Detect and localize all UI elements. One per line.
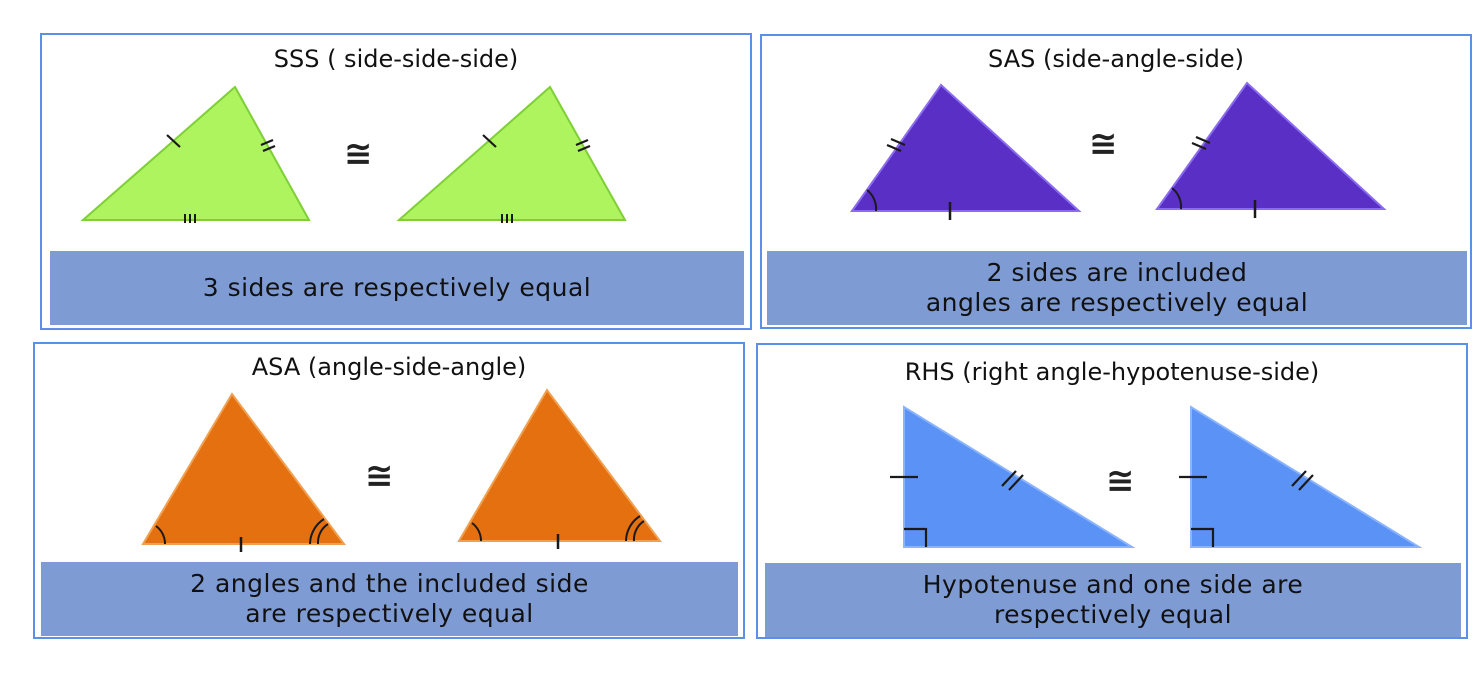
right-angle-mark — [904, 527, 928, 547]
sss-triangle-left — [80, 85, 311, 223]
congruent-symbol-sss: ≅ — [344, 134, 373, 174]
angle-arc — [316, 523, 329, 545]
tick-mark — [1008, 474, 1024, 491]
sas-triangle-right-shape — [1155, 81, 1387, 210]
tick-mark — [1191, 141, 1207, 151]
tick-mark — [575, 138, 589, 147]
tick-mark — [1291, 470, 1307, 487]
caption-rhs: Hypotenuse and one side are respectively… — [765, 563, 1461, 637]
tick-mark — [1001, 470, 1017, 487]
caption-line: 3 sides are respectively equal — [202, 273, 592, 302]
sss-triangle-right — [396, 85, 627, 223]
rhs-triangle-right-shape — [1190, 405, 1423, 548]
panel-title-sss: SSS ( side-side-side) — [273, 45, 519, 73]
angle-arc — [1171, 187, 1183, 210]
tick-mark — [166, 134, 181, 148]
tick-mark — [1195, 135, 1211, 145]
caption-line: Hypotenuse and one side are — [922, 570, 1304, 599]
sas-triangle-left — [850, 83, 1082, 220]
tick-mark — [260, 138, 274, 147]
sas-triangle-right — [1155, 81, 1387, 218]
sas-figure — [850, 81, 1387, 220]
rhs-triangle-right — [1179, 405, 1423, 548]
rhs-triangle-left-shape — [903, 405, 1136, 548]
asa-triangle-right-shape — [457, 388, 662, 542]
caption-line: are respectively equal — [245, 599, 534, 628]
sss-triangle-right-shape — [396, 85, 627, 221]
caption-sas: 2 sides are included angles are respecti… — [767, 251, 1467, 325]
angle-arc — [309, 518, 325, 545]
panel-title-asa: ASA (angle-side-angle) — [251, 353, 527, 381]
tick-mark — [262, 144, 276, 153]
tick-mark — [890, 137, 906, 147]
panel-sas: SAS (side-angle-side) ≅ 2 sides are incl… — [760, 34, 1472, 329]
caption-asa: 2 angles and the included side are respe… — [41, 562, 738, 636]
tick-mark — [482, 134, 497, 148]
angle-arc — [866, 189, 878, 212]
panel-asa: ASA (angle-side-angle) ≅ 2 angles and th… — [33, 342, 745, 639]
asa-triangle-left-shape — [141, 392, 346, 545]
rhs-figure — [890, 405, 1423, 548]
caption-sss: 3 sides are respectively equal — [50, 251, 744, 325]
congruent-symbol-rhs: ≅ — [1106, 461, 1135, 501]
congruent-symbol-asa: ≅ — [365, 456, 394, 496]
sss-triangle-left-shape — [80, 85, 311, 221]
caption-line: 2 angles and the included side — [190, 569, 589, 598]
tick-mark — [577, 144, 591, 153]
tick-mark — [886, 143, 902, 153]
asa-figure — [141, 388, 662, 552]
caption-line: respectively equal — [993, 600, 1233, 629]
panel-rhs: RHS (right angle-hypotenuse-side) ≅ Hypo… — [756, 343, 1468, 639]
sss-figure — [80, 85, 627, 223]
asa-triangle-left — [141, 392, 346, 552]
asa-triangle-right — [457, 388, 662, 549]
congruent-symbol-sas: ≅ — [1089, 124, 1118, 164]
angle-arc — [632, 520, 645, 542]
angle-arc — [625, 515, 641, 542]
rhs-triangle-left — [890, 405, 1136, 548]
caption-line: angles are respectively equal — [925, 288, 1309, 317]
panel-title-sas: SAS (side-angle-side) — [988, 45, 1244, 73]
angle-arc — [471, 522, 483, 542]
angle-arc — [155, 525, 167, 545]
tick-mark — [1298, 474, 1314, 491]
panel-title-rhs: RHS (right angle-hypotenuse-side) — [904, 358, 1320, 386]
right-angle-mark — [1191, 527, 1215, 547]
sas-triangle-left-shape — [850, 83, 1082, 212]
panel-sss: SSS ( side-side-side) ≅ 3 sides are resp… — [40, 33, 752, 330]
caption-line: 2 sides are included — [986, 258, 1248, 287]
